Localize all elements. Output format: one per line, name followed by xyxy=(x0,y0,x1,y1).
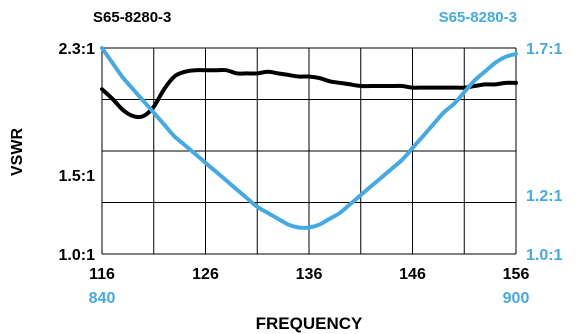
series-layer xyxy=(100,46,518,230)
x-primary-tick-label: 156 xyxy=(503,266,530,283)
y-axis-label: VSWR xyxy=(9,128,26,176)
y-left-tick-label: 1.0:1 xyxy=(59,247,96,264)
legend-series-black: S65-8280-3 xyxy=(93,9,171,26)
labels-layer: S65-8280-3 S65-8280-3 VSWR FREQUENCY 1.0… xyxy=(9,9,563,333)
y-left-tick-label: 2.3:1 xyxy=(59,41,96,58)
series-line-blue xyxy=(100,46,518,230)
x-secondary-tick-label: 900 xyxy=(503,290,530,307)
x-primary-tick-label: 136 xyxy=(296,266,323,283)
x-secondary-tick-label: 840 xyxy=(89,290,116,307)
series-line-black xyxy=(100,67,518,120)
x-primary-tick-label: 126 xyxy=(192,266,219,283)
x-axis-label: FREQUENCY xyxy=(256,314,363,333)
x-primary-tick-label: 116 xyxy=(89,266,115,283)
y-right-tick-label: 1.0:1 xyxy=(526,247,563,264)
y-right-tick-label: 1.7:1 xyxy=(526,41,563,58)
x-primary-tick-label: 146 xyxy=(399,266,426,283)
y-left-tick-label: 1.5:1 xyxy=(59,168,96,185)
grid xyxy=(101,47,517,255)
legend-series-blue: S65-8280-3 xyxy=(439,9,517,26)
y-right-tick-label: 1.2:1 xyxy=(526,188,563,205)
